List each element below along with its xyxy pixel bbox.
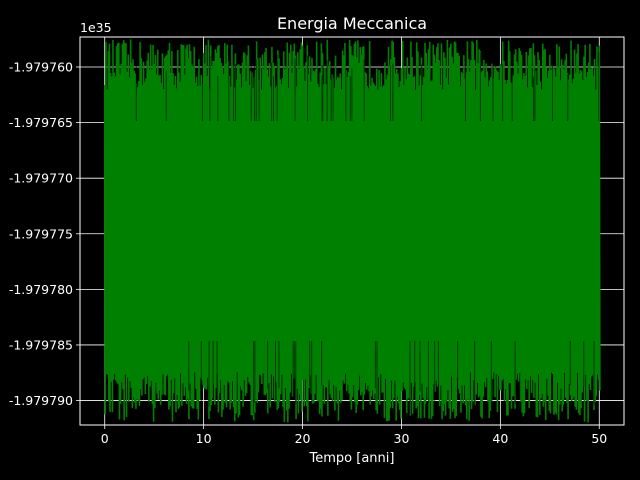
x-tick-label: 0	[101, 431, 109, 446]
x-tick-label: 20	[295, 431, 311, 446]
series-line	[103, 39, 601, 423]
x-tick-label: 50	[591, 431, 607, 446]
chart-title: Energia Meccanica	[277, 14, 427, 33]
y-tick-label: -1.979780	[9, 282, 73, 297]
x-axis-ticks: 0 10 20 30 40 50	[101, 425, 607, 446]
y-tick-label: -1.979760	[9, 60, 73, 75]
x-tick-label: 10	[196, 431, 212, 446]
y-tick-label: -1.979790	[9, 393, 73, 408]
series-energy	[103, 39, 601, 423]
y-axis-ticks: -1.979760 -1.979765 -1.979770 -1.979775 -1.9…	[9, 60, 80, 408]
y-tick-label: -1.979770	[9, 171, 73, 186]
y-tick-label: -1.979775	[9, 226, 73, 241]
y-offset-label: 1e35	[80, 20, 112, 35]
x-tick-label: 30	[394, 431, 410, 446]
y-tick-label: -1.979785	[9, 337, 73, 352]
axes-frame	[79, 36, 625, 426]
y-tick-label: -1.979765	[9, 115, 73, 130]
series-gaps	[135, 47, 600, 415]
x-tick-label: 40	[492, 431, 508, 446]
x-axis-label: Tempo [anni]	[309, 451, 395, 466]
